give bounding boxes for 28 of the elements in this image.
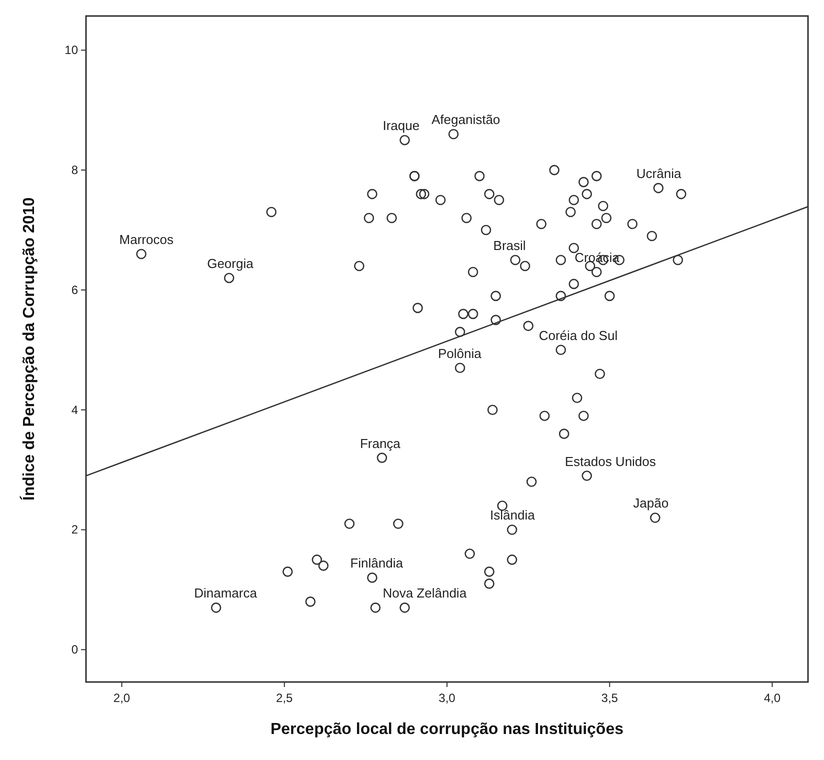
annotation: Afeganistão <box>432 112 500 128</box>
y-tick-label: 10 <box>64 43 78 58</box>
y-axis-title: Índice de Percepção da Corrupção 2010 <box>19 197 38 501</box>
annotation: Brasil <box>493 238 526 253</box>
annotation: França <box>360 436 402 451</box>
x-tick-label: 2,5 <box>276 691 294 705</box>
annotation: Polônia <box>438 346 482 361</box>
annotation: Finlândia <box>350 556 404 571</box>
annotation: Estados Unidos <box>564 454 656 469</box>
x-tick-label: 3,5 <box>601 691 618 705</box>
x-tick-label: 3,0 <box>438 691 456 705</box>
x-tick-label: 4,0 <box>764 691 781 705</box>
x-axis-title: Percepção local de corrupção nas Instituições <box>270 721 624 738</box>
annotation: Dinamarca <box>194 586 258 601</box>
x-tick-label: 2,0 <box>113 691 130 705</box>
annotation: Marrocos <box>119 232 174 247</box>
annotation: Georgia <box>207 256 254 271</box>
annotation: Coréia do Sul <box>538 328 618 343</box>
annotation: Islândia <box>490 508 536 523</box>
y-tick-label: 0 <box>71 642 78 657</box>
annotation: Japão <box>633 496 669 511</box>
y-tick-label: 6 <box>71 282 78 297</box>
y-tick-label: 4 <box>71 402 78 417</box>
y-tick-label: 8 <box>71 163 78 178</box>
y-tick-label: 2 <box>71 522 78 537</box>
annotation: Iraque <box>382 118 420 134</box>
annotation: Nova Zelândia <box>382 586 468 601</box>
annotation: Ucrânia <box>636 166 682 182</box>
